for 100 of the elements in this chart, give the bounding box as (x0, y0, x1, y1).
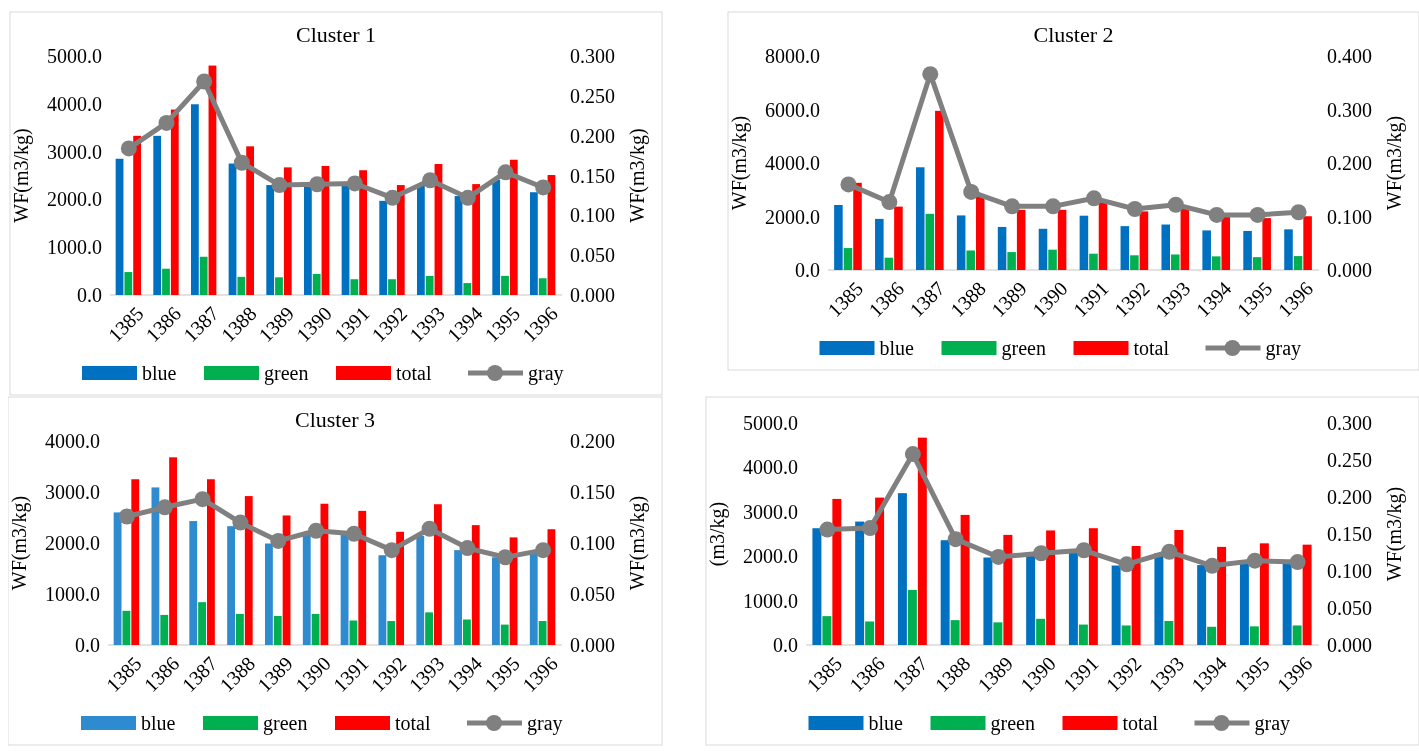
bar (529, 192, 538, 295)
bar (935, 110, 944, 270)
bar (1262, 218, 1271, 270)
x-tick-label: 1392 (1101, 652, 1146, 697)
bar (855, 521, 865, 645)
bar (547, 529, 556, 645)
bar (396, 531, 404, 645)
y-tick-label: 4000.0 (45, 430, 100, 452)
bar (1292, 625, 1302, 645)
point (1208, 206, 1225, 223)
bar (416, 185, 425, 295)
y2-tick-label: 0.150 (1327, 523, 1372, 545)
legend-label: green (1001, 337, 1046, 360)
point (947, 531, 964, 548)
y2-tick-label: 0.050 (570, 244, 615, 267)
point (1045, 198, 1062, 215)
bar (131, 479, 140, 645)
y-tick-label: 5000.0 (743, 412, 798, 434)
bar (199, 256, 208, 295)
bar (950, 620, 960, 645)
chart-title: Cluster 1 (295, 22, 377, 47)
bar (1249, 626, 1259, 645)
bar (160, 614, 169, 645)
y2-tick-label: 0.200 (570, 124, 615, 147)
legend-label: total (395, 712, 431, 734)
bar (822, 616, 832, 645)
bar (124, 272, 133, 295)
bar (492, 179, 501, 295)
bar (1180, 209, 1190, 270)
bar (843, 248, 853, 270)
bar (875, 497, 885, 645)
point (990, 548, 1007, 565)
y-tick-label: 2000.0 (743, 545, 798, 568)
y-tick-label: 2000.0 (765, 205, 820, 228)
x-tick-label: 1390 (1016, 652, 1060, 697)
legend-label: green (263, 712, 308, 735)
point (819, 521, 836, 538)
point (497, 164, 514, 181)
bar (244, 496, 253, 645)
y2-tick-label: 0.150 (570, 481, 615, 503)
bar (463, 619, 471, 645)
legend-label: blue (142, 362, 177, 384)
x-tick-label: 1390 (292, 302, 336, 347)
point (1085, 190, 1102, 207)
y-tick-label: 2000.0 (47, 188, 102, 211)
bar (1252, 257, 1262, 270)
bar (1259, 543, 1269, 645)
bar (1120, 226, 1130, 270)
bar (170, 109, 179, 295)
point (158, 114, 175, 131)
bar (358, 510, 367, 645)
point (345, 525, 362, 542)
legend-label: green (264, 362, 309, 385)
bar (834, 205, 843, 270)
bar (500, 624, 509, 645)
y-tick-label: 4000.0 (743, 456, 798, 479)
y-axis-title: (m3/kg) (706, 501, 729, 567)
point (459, 189, 476, 206)
y2-tick-label: 0.000 (1327, 259, 1372, 281)
bar (472, 184, 481, 295)
bar (266, 185, 275, 295)
bar (925, 213, 935, 270)
bar (1098, 202, 1108, 270)
legend-label: gray (527, 712, 563, 735)
bar (1221, 216, 1231, 270)
bar (1057, 209, 1067, 270)
point (118, 508, 135, 525)
bar (387, 621, 396, 645)
bar (1121, 625, 1131, 645)
point (840, 176, 857, 193)
bar (1139, 211, 1149, 270)
bar (884, 257, 894, 270)
bar (463, 283, 472, 295)
bar (1003, 534, 1013, 645)
bar (956, 215, 966, 270)
bar (997, 226, 1007, 270)
bar (153, 135, 162, 295)
y-tick-label: 4000.0 (765, 152, 820, 174)
y2-tick-label: 0.300 (570, 45, 615, 67)
point (459, 540, 476, 557)
x-tick-label: 1389 (973, 652, 1018, 697)
x-tick-label: 1391 (1058, 652, 1103, 697)
bar (1161, 224, 1171, 270)
y2-tick-label: 0.250 (570, 84, 615, 107)
y-axis-title: WF(m3/kg) (728, 115, 751, 211)
bar (198, 602, 206, 645)
bar (388, 279, 396, 295)
bar (425, 612, 433, 645)
legend-label: blue (868, 712, 904, 734)
point (1249, 206, 1266, 223)
bar (1243, 230, 1252, 270)
bar (379, 200, 388, 295)
legend-label: gray (1254, 712, 1291, 735)
y2-tick-label: 0.050 (570, 583, 615, 605)
bar (1038, 228, 1048, 270)
y-tick-label: 1000.0 (743, 589, 798, 612)
bar (169, 457, 177, 645)
bar (1202, 230, 1211, 270)
point (922, 66, 939, 83)
bar (113, 512, 122, 645)
